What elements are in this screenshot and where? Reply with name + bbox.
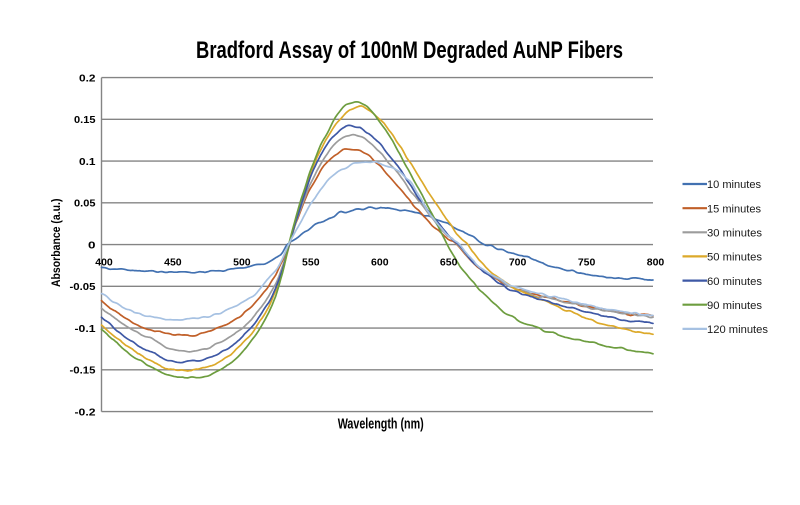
svg-text:500: 500: [233, 257, 251, 269]
svg-text:30 minutes: 30 minutes: [707, 228, 762, 240]
svg-text:600: 600: [371, 257, 389, 269]
svg-text:450: 450: [164, 257, 182, 269]
svg-text:120 minutes: 120 minutes: [707, 324, 768, 336]
svg-text:0.05: 0.05: [74, 198, 96, 210]
svg-text:-0.15: -0.15: [70, 365, 96, 377]
svg-text:15 minutes: 15 minutes: [707, 203, 761, 215]
svg-text:650: 650: [440, 257, 458, 269]
svg-text:0.2: 0.2: [79, 72, 96, 84]
svg-text:-0.2: -0.2: [75, 406, 96, 418]
svg-text:-0.05: -0.05: [70, 281, 96, 293]
svg-text:550: 550: [302, 257, 320, 269]
svg-text:0.1: 0.1: [79, 156, 96, 168]
svg-text:0: 0: [88, 239, 96, 251]
svg-text:50 minutes: 50 minutes: [707, 252, 762, 264]
svg-text:400: 400: [95, 257, 113, 269]
svg-text:800: 800: [647, 257, 665, 269]
svg-text:60 minutes: 60 minutes: [707, 276, 762, 288]
svg-text:Bradford Assay of 100nM Degrad: Bradford Assay of 100nM Degraded AuNP Fi…: [196, 37, 623, 64]
svg-text:Wavelength (nm): Wavelength (nm): [338, 417, 424, 433]
svg-text:Absorbance (a.u.): Absorbance (a.u.): [49, 199, 63, 287]
svg-text:-0.1: -0.1: [75, 323, 96, 335]
svg-text:700: 700: [509, 257, 527, 269]
svg-text:10 minutes: 10 minutes: [707, 179, 761, 191]
svg-text:0.15: 0.15: [74, 114, 96, 126]
svg-text:750: 750: [578, 257, 596, 269]
svg-text:90 minutes: 90 minutes: [707, 300, 762, 312]
